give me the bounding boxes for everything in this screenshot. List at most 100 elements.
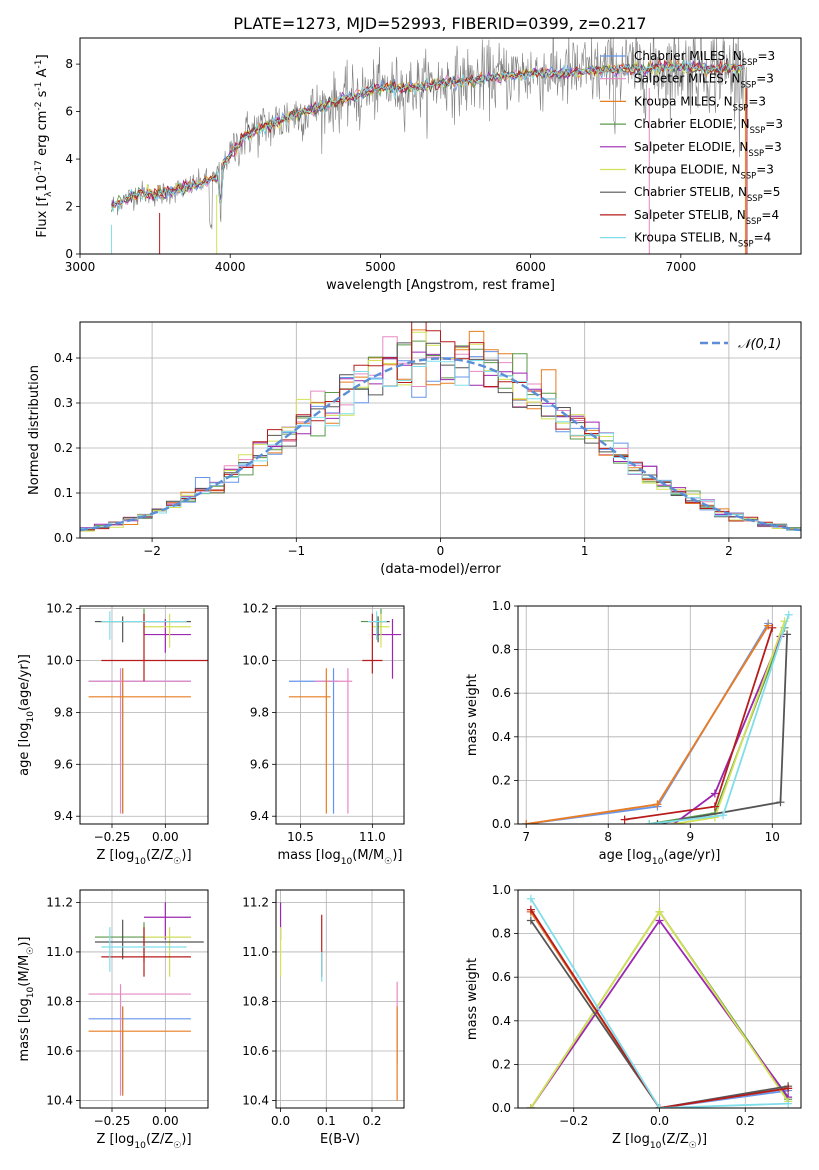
observed-spectrum-line (111, 38, 747, 230)
y-tick-label: 2 (65, 200, 73, 214)
mass-weight-marker (526, 894, 535, 903)
y-tick-label: 0.4 (492, 1014, 511, 1028)
y-tick-label: 0.2 (492, 1057, 511, 1071)
mass-vs-metallicity-panel-plot-area (88, 902, 204, 1096)
y-tick-label: 11.2 (46, 895, 73, 909)
y-tick-label: 9.4 (250, 809, 269, 823)
y-tick-label: 11.0 (242, 945, 269, 959)
x-tick-label: 0.0 (271, 1114, 290, 1128)
x-tick-label: −2 (143, 544, 161, 558)
y-axis-label: mass weight (465, 674, 480, 756)
age-vs-mass-panel-plot-area (288, 608, 402, 814)
y-tick-label: 10.2 (242, 602, 269, 616)
y-tick-label: 0.6 (492, 686, 511, 700)
mass-weight-marker (710, 802, 719, 811)
x-tick-label: −0.25 (94, 1114, 131, 1128)
y-tick-label: 10.4 (46, 1094, 73, 1108)
mass-weight-marker (784, 1099, 793, 1108)
y-tick-label: 0.1 (54, 486, 73, 500)
mass-weight-line (530, 898, 789, 1108)
mass-vs-extinction-panel: 0.0 0.1 0.2 10.4 10.6 10.8 11.0 11.2 E(B-V) (242, 889, 405, 1147)
mass-weight-marker (655, 907, 664, 916)
y-tick-label: 1.0 (492, 599, 511, 613)
mass-weight-marker (526, 905, 535, 914)
x-tick-label: 6000 (515, 260, 546, 274)
spectrum-panel: 3000 4000 5000 6000 7000 0 2 4 6 8 wavelength [Ang… (34, 37, 802, 293)
x-tick-label: 7 (522, 830, 530, 844)
mass-weight-marker (522, 820, 531, 824)
y-tick-label: 9.8 (250, 705, 269, 719)
y-tick-label: 9.6 (54, 757, 73, 771)
y-tick-label: 6 (65, 105, 73, 119)
mass-weight-marker (719, 811, 728, 820)
mass-weight-marker (526, 916, 535, 925)
y-tick-label: 10.0 (242, 654, 269, 668)
y-tick-label: 10.6 (242, 1044, 269, 1058)
x-axis-label: (data-model)/error (380, 562, 501, 577)
legend-entry: Salpeter ELODIE, NSSP=3 (634, 140, 782, 158)
x-tick-label: 0.2 (362, 1114, 381, 1128)
x-tick-label: 2 (725, 544, 733, 558)
mass-weight-marker (653, 800, 662, 809)
x-tick-label: 5000 (365, 260, 396, 274)
legend-entry: Kroupa MILES, NSSP=3 (634, 94, 766, 112)
y-tick-label: 0.3 (54, 396, 73, 410)
x-tick-label: 3000 (65, 260, 96, 274)
x-tick-label: 4000 (215, 260, 246, 274)
mass-weight-marker (526, 1104, 535, 1108)
age-vs-mass-panel: 10.5 11.0 9.4 9.6 9.8 10.0 10.2 mass [log10(M/M… (242, 602, 405, 867)
mass-weight-marker (764, 621, 773, 630)
y-axis-label: Normed distribution (27, 365, 42, 495)
y-tick-label: 11.0 (46, 945, 73, 959)
y-tick-label: 9.8 (54, 705, 73, 719)
mass-vs-extinction-panel-plot-area (279, 902, 398, 1101)
model-spectrum-line (111, 60, 743, 213)
mass-weight-line (526, 625, 769, 824)
legend-entry: Chabrier STELIB, NSSP=5 (634, 185, 780, 203)
axes-frame (275, 889, 405, 1109)
x-tick-label: 8 (604, 830, 612, 844)
x-tick-label: 0 (437, 544, 445, 558)
x-axis-label: age [log10(age/yr)] (599, 848, 721, 867)
mass-weight-marker (784, 610, 793, 619)
mass-weight-line (526, 622, 769, 824)
y-tick-label: 11.2 (242, 895, 269, 909)
y-tick-label: 0.0 (492, 817, 511, 831)
x-axis-label: Z [log10(Z/Z☉)] (612, 1132, 707, 1151)
normal-distribution-curve (80, 357, 801, 532)
x-axis-label: Z [log10(Z/Z☉)] (96, 848, 191, 867)
x-axis-label: mass [log10(M/M☉)] (278, 848, 403, 867)
axes-frame (79, 889, 209, 1109)
mass-weight-marker (784, 1084, 793, 1093)
axes-frame (275, 605, 405, 825)
x-tick-label: 1 (581, 544, 589, 558)
x-axis-label: wavelength [Angstrom, rest frame] (326, 278, 555, 293)
legend-entry: Kroupa ELODIE, NSSP=3 (634, 163, 774, 181)
x-tick-label: 0.1 (317, 1114, 336, 1128)
x-tick-label: 11.0 (359, 830, 386, 844)
mass-weight-line (649, 627, 786, 824)
residual-histogram-step (80, 360, 801, 531)
mass-weight-vs-age-panel-plot-area (522, 610, 793, 824)
y-axis-label: mass weight (465, 958, 480, 1040)
legend-entry: Chabrier ELODIE, NSSP=3 (634, 117, 783, 135)
x-axis-label: E(B-V) (320, 1132, 360, 1147)
y-tick-label: 8 (65, 57, 73, 71)
x-tick-label: 10.5 (287, 830, 314, 844)
y-tick-label: 0.8 (492, 927, 511, 941)
legend-entry: Kroupa STELIB, NSSP=4 (634, 231, 771, 249)
x-tick-label: −1 (287, 544, 305, 558)
y-tick-label: 0.4 (54, 351, 73, 365)
x-tick-label: 10 (765, 830, 780, 844)
mass-weight-marker (783, 630, 792, 639)
y-tick-label: 10.6 (46, 1044, 73, 1058)
residual-panel: −2 −1 0 1 2 0.0 0.1 0.2 0.3 0.4 (data-model)/error… (27, 321, 802, 577)
y-tick-label: 0 (65, 247, 73, 261)
x-tick-label: −0.2 (559, 1114, 588, 1128)
x-axis-label: Z [log10(Z/Z☉)] (96, 1132, 191, 1151)
y-tick-label: 0.2 (54, 441, 73, 455)
x-tick-label: 0.0 (650, 1114, 669, 1128)
mass-weight-marker (645, 820, 654, 824)
mass-weight-line (530, 909, 789, 1108)
